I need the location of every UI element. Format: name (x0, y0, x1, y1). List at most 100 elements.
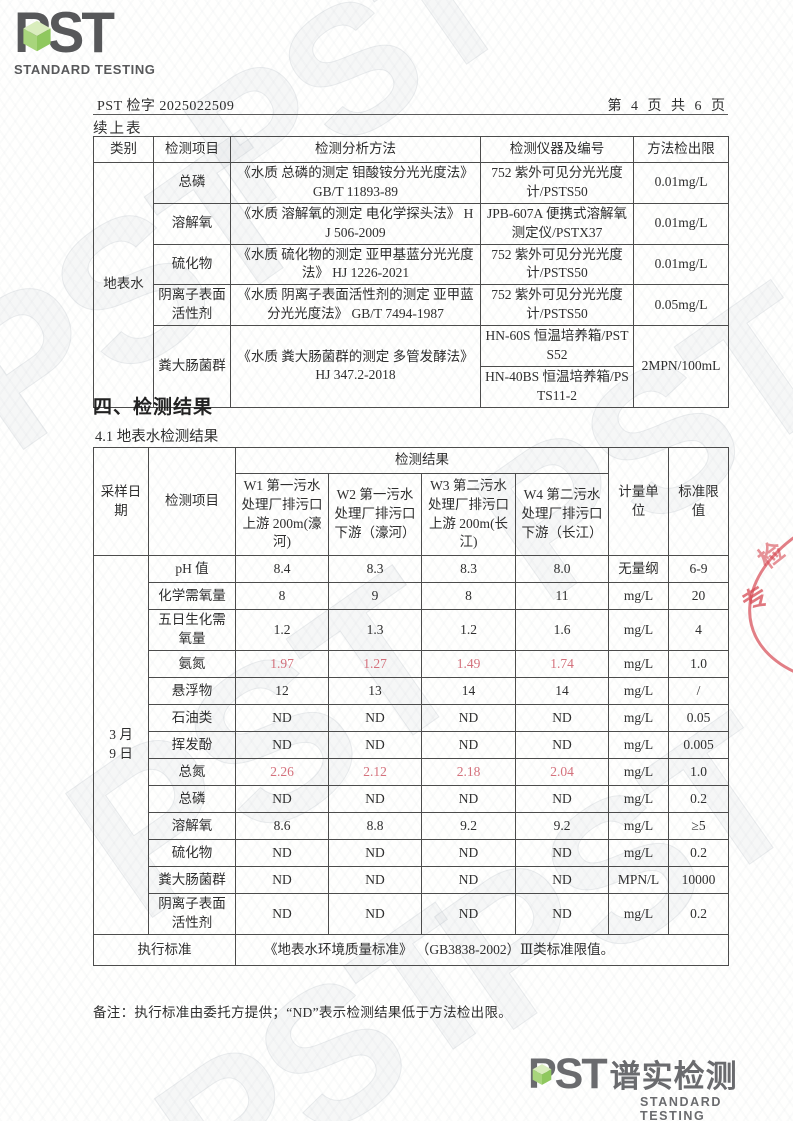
table-row: 阴离子表面活性剂 《水质 阴离子表面活性剂的测定 亚甲蓝分光光度法》 GB/T … (94, 284, 729, 327)
cell: 0.2 (668, 893, 729, 935)
cell: ND (328, 866, 422, 894)
cell: ND (421, 704, 516, 732)
pst-logo: PST STANDARD TESTING (14, 3, 184, 88)
cell: ND (328, 785, 422, 813)
col-header: 计量单位 (608, 447, 669, 556)
cell: mg/L (608, 677, 669, 705)
cell: 9.2 (421, 812, 516, 840)
cell: 8.3 (328, 555, 422, 583)
cell-flagged: 1.97 (235, 650, 329, 678)
cell: 1.0 (668, 758, 729, 786)
cell: ND (515, 731, 609, 759)
cell: ND (328, 893, 422, 935)
cell: 14 (515, 677, 609, 705)
cell: 1.0 (668, 650, 729, 678)
cell: ND (421, 893, 516, 935)
footer-logo-letters: PST (528, 1050, 608, 1098)
cell: / (668, 677, 729, 705)
cell: 752 紫外可见分光光度计/PSTS50 (480, 284, 634, 327)
cell: ND (235, 866, 329, 894)
cell: 氨氮 (148, 650, 236, 678)
cell: 阴离子表面活性剂 (153, 284, 231, 327)
cell: 4 (668, 609, 729, 651)
cell-flagged: 2.12 (328, 758, 422, 786)
cell: 8 (421, 582, 516, 610)
logo-tagline: STANDARD TESTING (14, 62, 156, 77)
cell: ND (515, 839, 609, 867)
cell: 1.6 (515, 609, 609, 651)
cell: 8.4 (235, 555, 329, 583)
cell: 9 (328, 582, 422, 610)
table-row: 挥发酚 ND ND ND ND mg/L 0.005 (94, 731, 729, 759)
cell: ND (515, 866, 609, 894)
col-header: 检测分析方法 (230, 136, 481, 163)
cell: 硫化物 (148, 839, 236, 867)
cell-flagged: 1.49 (421, 650, 516, 678)
cell-flagged: 2.18 (421, 758, 516, 786)
cell: 0.05mg/L (633, 284, 729, 327)
table-row: HN-40BS 恒温培养箱/PSTS11-2 (94, 365, 729, 408)
result-header-row1: 采样日期 检测项目 检测结果 计量单位 标准限值 (93, 447, 729, 556)
standard-value: 《地表水环境质量标准》 （GB3838-2002）Ⅲ类标准限值。 (235, 934, 729, 966)
cell: 8.0 (515, 555, 609, 583)
cell: ND (235, 731, 329, 759)
cell: 8.6 (235, 812, 329, 840)
header-rule (93, 114, 728, 115)
table-row: 溶解氧 《水质 溶解氧的测定 电化学探头法》 HJ 506-2009 JPB-6… (94, 202, 729, 245)
cell: mg/L (608, 758, 669, 786)
table-row: 总氮 2.26 2.12 2.18 2.04 mg/L 1.0 (94, 758, 729, 786)
cell: ND (328, 839, 422, 867)
cell: ND (235, 839, 329, 867)
cell: mg/L (608, 785, 669, 813)
cell: pH 值 (148, 555, 236, 583)
table-row: 石油类 ND ND ND ND mg/L 0.05 (94, 704, 729, 732)
continued-label: 续上表 (93, 121, 143, 137)
cell: mg/L (608, 893, 669, 935)
cell: ND (515, 785, 609, 813)
table-row: 总磷 ND ND ND ND mg/L 0.2 (94, 785, 729, 813)
cell: 10000 (668, 866, 729, 894)
subsection-title: 4.1 地表水检测结果 (95, 429, 219, 445)
cell: 13 (328, 677, 422, 705)
footnote: 备注：执行标准由委托方提供；“ND”表示检测结果低于方法检出限。 (93, 1005, 513, 1020)
col-header-group: 检测结果 (235, 447, 609, 474)
cell: 8.3 (421, 555, 516, 583)
page-number: 第 4 页 共 6 页 (607, 99, 728, 114)
cell: MPN/L (608, 866, 669, 894)
cell: 总磷 (153, 162, 231, 204)
cell: 《水质 溶解氧的测定 电化学探头法》 HJ 506-2009 (230, 202, 481, 245)
cell: ND (235, 893, 329, 935)
col-header: 类别 (93, 136, 154, 163)
cell: ND (235, 785, 329, 813)
result-header-row2: W1 第一污水处理厂排污口上游 200m(濠河) W2 第一污水处理厂排污口下游… (94, 473, 729, 556)
cell-flagged: 2.26 (235, 758, 329, 786)
col-header: W1 第一污水处理厂排污口上游 200m(濠河) (235, 473, 329, 556)
col-header: W2 第一污水处理厂排污口下游（濠河） (328, 473, 422, 556)
cell: 石油类 (148, 704, 236, 732)
table-row: 化学需氧量 8 9 8 11 mg/L 20 (94, 582, 729, 610)
cell: mg/L (608, 839, 669, 867)
cell: 752 紫外可见分光光度计/PSTS50 (480, 243, 634, 286)
cell: mg/L (608, 609, 669, 651)
cell: ND (515, 893, 609, 935)
table-row: 粪大肠菌群 《水质 粪大肠菌群的测定 多管发酵法》HJ 347.2-2018 H… (94, 325, 729, 408)
table-row: 阴离子表面活性剂 ND ND ND ND mg/L 0.2 (94, 893, 729, 935)
table-row: 粪大肠菌群 ND ND ND ND MPN/L 10000 (94, 866, 729, 894)
cell: 9.2 (515, 812, 609, 840)
col-header: 检测项目 (148, 447, 236, 556)
col-header: 方法检出限 (633, 136, 729, 163)
cell: 0.01mg/L (633, 202, 729, 245)
cell: HN-60S 恒温培养箱/PSTS52 (480, 325, 634, 367)
cell: ND (421, 866, 516, 894)
cell: 11 (515, 582, 609, 610)
standard-row: 执行标准 《地表水环境质量标准》 （GB3838-2002）Ⅲ类标准限值。 (93, 934, 729, 966)
table-row: 悬浮物 12 13 14 14 mg/L / (94, 677, 729, 705)
cell: 8.8 (328, 812, 422, 840)
col-header: 标准限值 (668, 447, 729, 556)
cell: 五日生化需氧量 (148, 609, 236, 651)
cell: 0.2 (668, 839, 729, 867)
cell: ND (328, 704, 422, 732)
cell: 《水质 总磷的测定 钼酸铵分光光度法》 GB/T 11893-89 (230, 162, 481, 204)
cell: 挥发酚 (148, 731, 236, 759)
